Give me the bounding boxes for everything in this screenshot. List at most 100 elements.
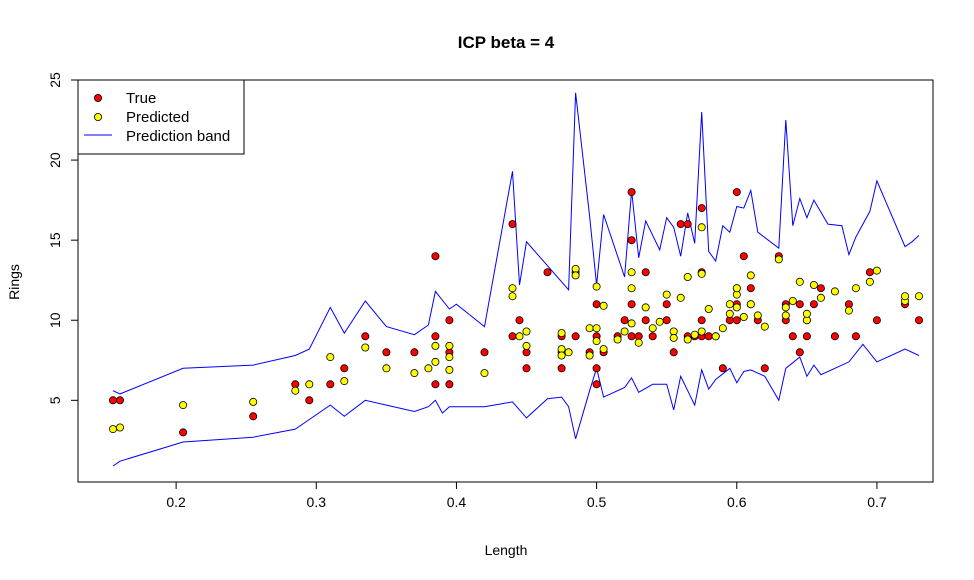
true-point — [676, 220, 685, 229]
true-point — [340, 364, 349, 373]
predicted-point — [627, 284, 636, 293]
predicted-point — [179, 401, 188, 410]
predicted-point — [424, 364, 433, 373]
true-point — [669, 348, 678, 357]
true-point — [445, 316, 454, 325]
true-point — [305, 396, 314, 405]
x-tick-label: 0.2 — [166, 494, 186, 510]
predicted-point — [480, 369, 489, 378]
predicted-point — [753, 311, 762, 320]
predicted-point — [739, 312, 748, 321]
predicted-point — [326, 353, 335, 362]
true-point — [641, 316, 650, 325]
true-point — [620, 316, 629, 325]
predicted-point — [648, 324, 657, 333]
predicted-point — [361, 343, 370, 352]
true-point — [627, 300, 636, 309]
predicted-point — [410, 369, 419, 378]
predicted-point — [732, 303, 741, 312]
true-point — [648, 332, 657, 341]
true-point — [802, 332, 811, 341]
true-point — [732, 188, 741, 197]
true-point — [515, 316, 524, 325]
predicted-point — [816, 293, 825, 302]
predicted-point — [697, 223, 706, 232]
predicted-point — [872, 266, 881, 275]
predicted-point — [676, 293, 685, 302]
predicted-point — [515, 332, 524, 341]
predicted-point — [844, 306, 853, 315]
predicted-point — [795, 277, 804, 286]
predicted-point — [305, 380, 314, 389]
predicted-point — [445, 353, 454, 362]
predicted-point — [901, 292, 910, 301]
predicted-point — [571, 271, 580, 280]
true-point — [410, 348, 419, 357]
axes-layer: 0.2 0.3 0.4 0.5 0.6 0.7 5 10 15 20 25 — [47, 72, 887, 510]
predicted-point — [634, 338, 643, 347]
legend-box — [77, 79, 245, 155]
legend-marker-predicted — [94, 113, 103, 122]
true-point — [704, 332, 713, 341]
predicted-point — [683, 272, 692, 281]
predicted-point — [718, 324, 727, 333]
true-point — [326, 380, 335, 389]
prediction-band-lower — [112, 343, 920, 467]
legend-marker-true — [94, 94, 103, 103]
true-point — [816, 284, 825, 293]
predicted-point — [382, 364, 391, 373]
predicted-point — [781, 311, 790, 320]
x-tick-label: 0.6 — [727, 494, 747, 510]
y-tick-label: 20 — [47, 152, 63, 168]
predicted-point — [613, 335, 622, 344]
predicted-point — [599, 301, 608, 310]
x-tick-label: 0.4 — [447, 494, 467, 510]
predicted-point — [662, 290, 671, 299]
legend: True Predicted Prediction band — [77, 79, 245, 155]
predicted-point — [683, 335, 692, 344]
true-point — [382, 348, 391, 357]
predicted-point — [830, 287, 839, 296]
true-point — [431, 252, 440, 261]
y-tick-label: 15 — [47, 232, 63, 248]
true-point — [508, 220, 517, 229]
true-point — [543, 268, 552, 277]
predicted-point — [592, 282, 601, 291]
true-point — [788, 332, 797, 341]
true-point — [865, 268, 874, 277]
true-point — [662, 300, 671, 309]
predicted-point — [697, 269, 706, 278]
true-point — [361, 332, 370, 341]
predicted-point — [788, 296, 797, 305]
predicted-point — [249, 397, 258, 406]
predicted-point — [445, 341, 454, 350]
true-point — [249, 412, 258, 421]
predicted-point — [809, 280, 818, 289]
legend-label-true: True — [126, 90, 156, 107]
predicted-point — [585, 351, 594, 360]
prediction-band-upper — [112, 92, 920, 395]
predicted-point — [431, 357, 440, 366]
predicted-point — [655, 317, 664, 326]
true-point — [872, 316, 881, 325]
prediction-band-layer — [112, 92, 920, 467]
true-point — [795, 300, 804, 309]
true-point — [179, 428, 188, 437]
x-tick-label: 0.7 — [867, 494, 887, 510]
true-point — [571, 332, 580, 341]
predicted-point — [725, 309, 734, 318]
predicted-point — [508, 284, 517, 293]
predicted-point — [627, 319, 636, 328]
true-point — [641, 268, 650, 277]
points-layer — [109, 188, 924, 437]
true-point — [795, 348, 804, 357]
predicted-point — [915, 292, 924, 301]
true-point — [851, 332, 860, 341]
legend-label-prediction-band: Prediction band — [126, 128, 230, 145]
true-point — [431, 380, 440, 389]
predicted-point — [564, 348, 573, 357]
true-point — [760, 364, 769, 373]
predicted-point — [592, 324, 601, 333]
y-tick-label: 25 — [47, 72, 63, 88]
